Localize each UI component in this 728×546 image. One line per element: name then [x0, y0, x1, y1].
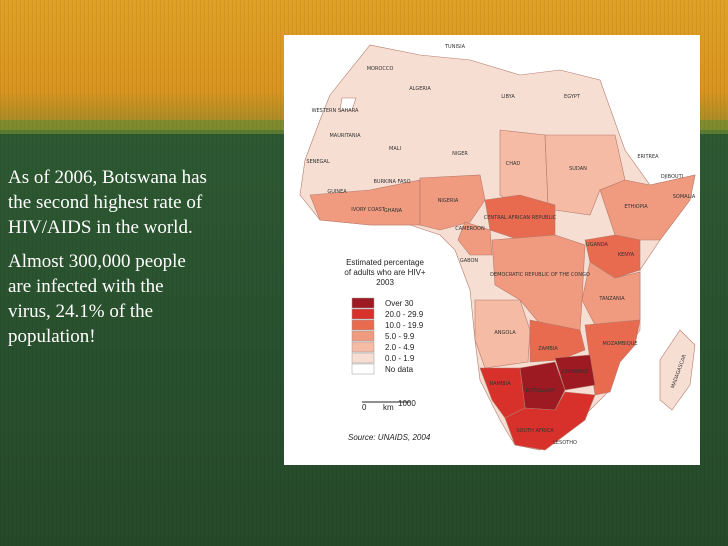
- region: [659, 329, 696, 411]
- country-labels: MOROCCO TUNISIA WESTERN SAHARA ALGERIA L…: [306, 44, 696, 446]
- country-label: SENEGAL: [306, 159, 330, 165]
- legend-swatch: [351, 308, 375, 320]
- country-label: ERITREA: [637, 154, 659, 160]
- country-label: CHAD: [506, 161, 521, 167]
- region: [529, 319, 586, 363]
- legend-swatch: [351, 330, 375, 342]
- paragraph-line: virus, 24.1% of the: [8, 301, 153, 322]
- region: [504, 391, 596, 451]
- country-label: SUDAN: [569, 166, 587, 172]
- source: Source: UNAIDS, 2004: [348, 433, 431, 442]
- country-label: DEMOCRATIC REPUBLIC OF THE CONGO: [490, 272, 590, 278]
- legend-label: 0.0 - 1.9: [385, 354, 415, 363]
- paragraph-line: Almost 300,000 people: [8, 251, 186, 272]
- country-label: BURKINA FASO: [373, 179, 410, 185]
- country-label: SOUTH AFRICA: [516, 428, 554, 434]
- region: [419, 174, 486, 231]
- paragraph-line: As of 2006, Botswana has: [8, 167, 207, 188]
- legend-label: 20.0 - 29.9: [385, 310, 424, 319]
- country-label: GHANA: [384, 208, 403, 214]
- legend-title: Estimated percentage: [346, 258, 424, 267]
- country-label: DJIBOUTI: [661, 174, 683, 180]
- paragraph-line: HIV/AIDS in the world.: [8, 217, 193, 238]
- country-label: SOMALIA: [673, 194, 696, 200]
- region: [457, 221, 493, 256]
- country-label: ANGOLA: [494, 330, 516, 336]
- paragraph-line: are infected with the: [8, 276, 164, 297]
- country-label: GABON: [460, 258, 479, 264]
- scale-label: 1000: [398, 399, 416, 408]
- country-label: UGANDA: [586, 242, 608, 248]
- country-label: ZIMBABWE: [561, 369, 588, 375]
- country-label: MOZAMBIQUE: [602, 341, 637, 347]
- legend-swatch: [351, 341, 375, 353]
- country-label: IVORY COAST: [351, 207, 385, 213]
- region: [554, 354, 596, 391]
- country-label: MOROCCO: [367, 66, 394, 72]
- country-label: NAMIBIA: [489, 381, 511, 387]
- legend-title: 2003: [376, 278, 394, 287]
- legend-label: No data: [385, 365, 414, 374]
- country-label: KENYA: [618, 252, 635, 258]
- legend-swatch: [351, 297, 375, 309]
- country-label: MALI: [389, 146, 401, 152]
- country-label: TUNISIA: [444, 44, 466, 50]
- country-label: GUINEA: [327, 189, 347, 195]
- country-label: TANZANIA: [598, 296, 625, 302]
- country-label: MAURITANIA: [329, 133, 361, 139]
- country-label: NIGER: [452, 151, 468, 157]
- country-label: ETHIOPIA: [624, 204, 648, 210]
- country-label: BOTSWANA: [526, 388, 555, 394]
- region: [339, 97, 357, 111]
- country-label: NIGERIA: [438, 198, 459, 204]
- legend-swatch: [351, 363, 375, 375]
- scale-label: km: [383, 403, 394, 412]
- country-label: EGYPT: [564, 94, 581, 100]
- country-label: ZAMBIA: [538, 346, 558, 352]
- map: [299, 44, 696, 451]
- legend-swatch: [351, 319, 375, 331]
- legend-label: 10.0 - 19.9: [385, 321, 424, 330]
- country-label: ALGERIA: [409, 86, 431, 92]
- legend-title: of adults who are HIV+: [344, 268, 425, 277]
- paragraph-line: the second highest rate of: [8, 192, 203, 213]
- region: [474, 299, 531, 369]
- scale-label: 0: [362, 403, 367, 412]
- legend-label: Over 30: [385, 299, 414, 308]
- paragraph-line: population!: [8, 326, 96, 347]
- country-label: CAMEROON: [455, 226, 485, 232]
- legend-label: 5.0 - 9.9: [385, 332, 415, 341]
- country-label: LESOTHO: [553, 440, 577, 446]
- country-label: WESTERN SAHARA: [312, 108, 359, 114]
- legend-label: 2.0 - 4.9: [385, 343, 415, 352]
- text-block: As of 2006, Botswana has the second highe…: [8, 167, 207, 347]
- country-label: CENTRAL AFRICAN REPUBLIC: [484, 215, 557, 221]
- legend-swatch: [351, 352, 375, 364]
- country-label: LIBYA: [501, 94, 515, 100]
